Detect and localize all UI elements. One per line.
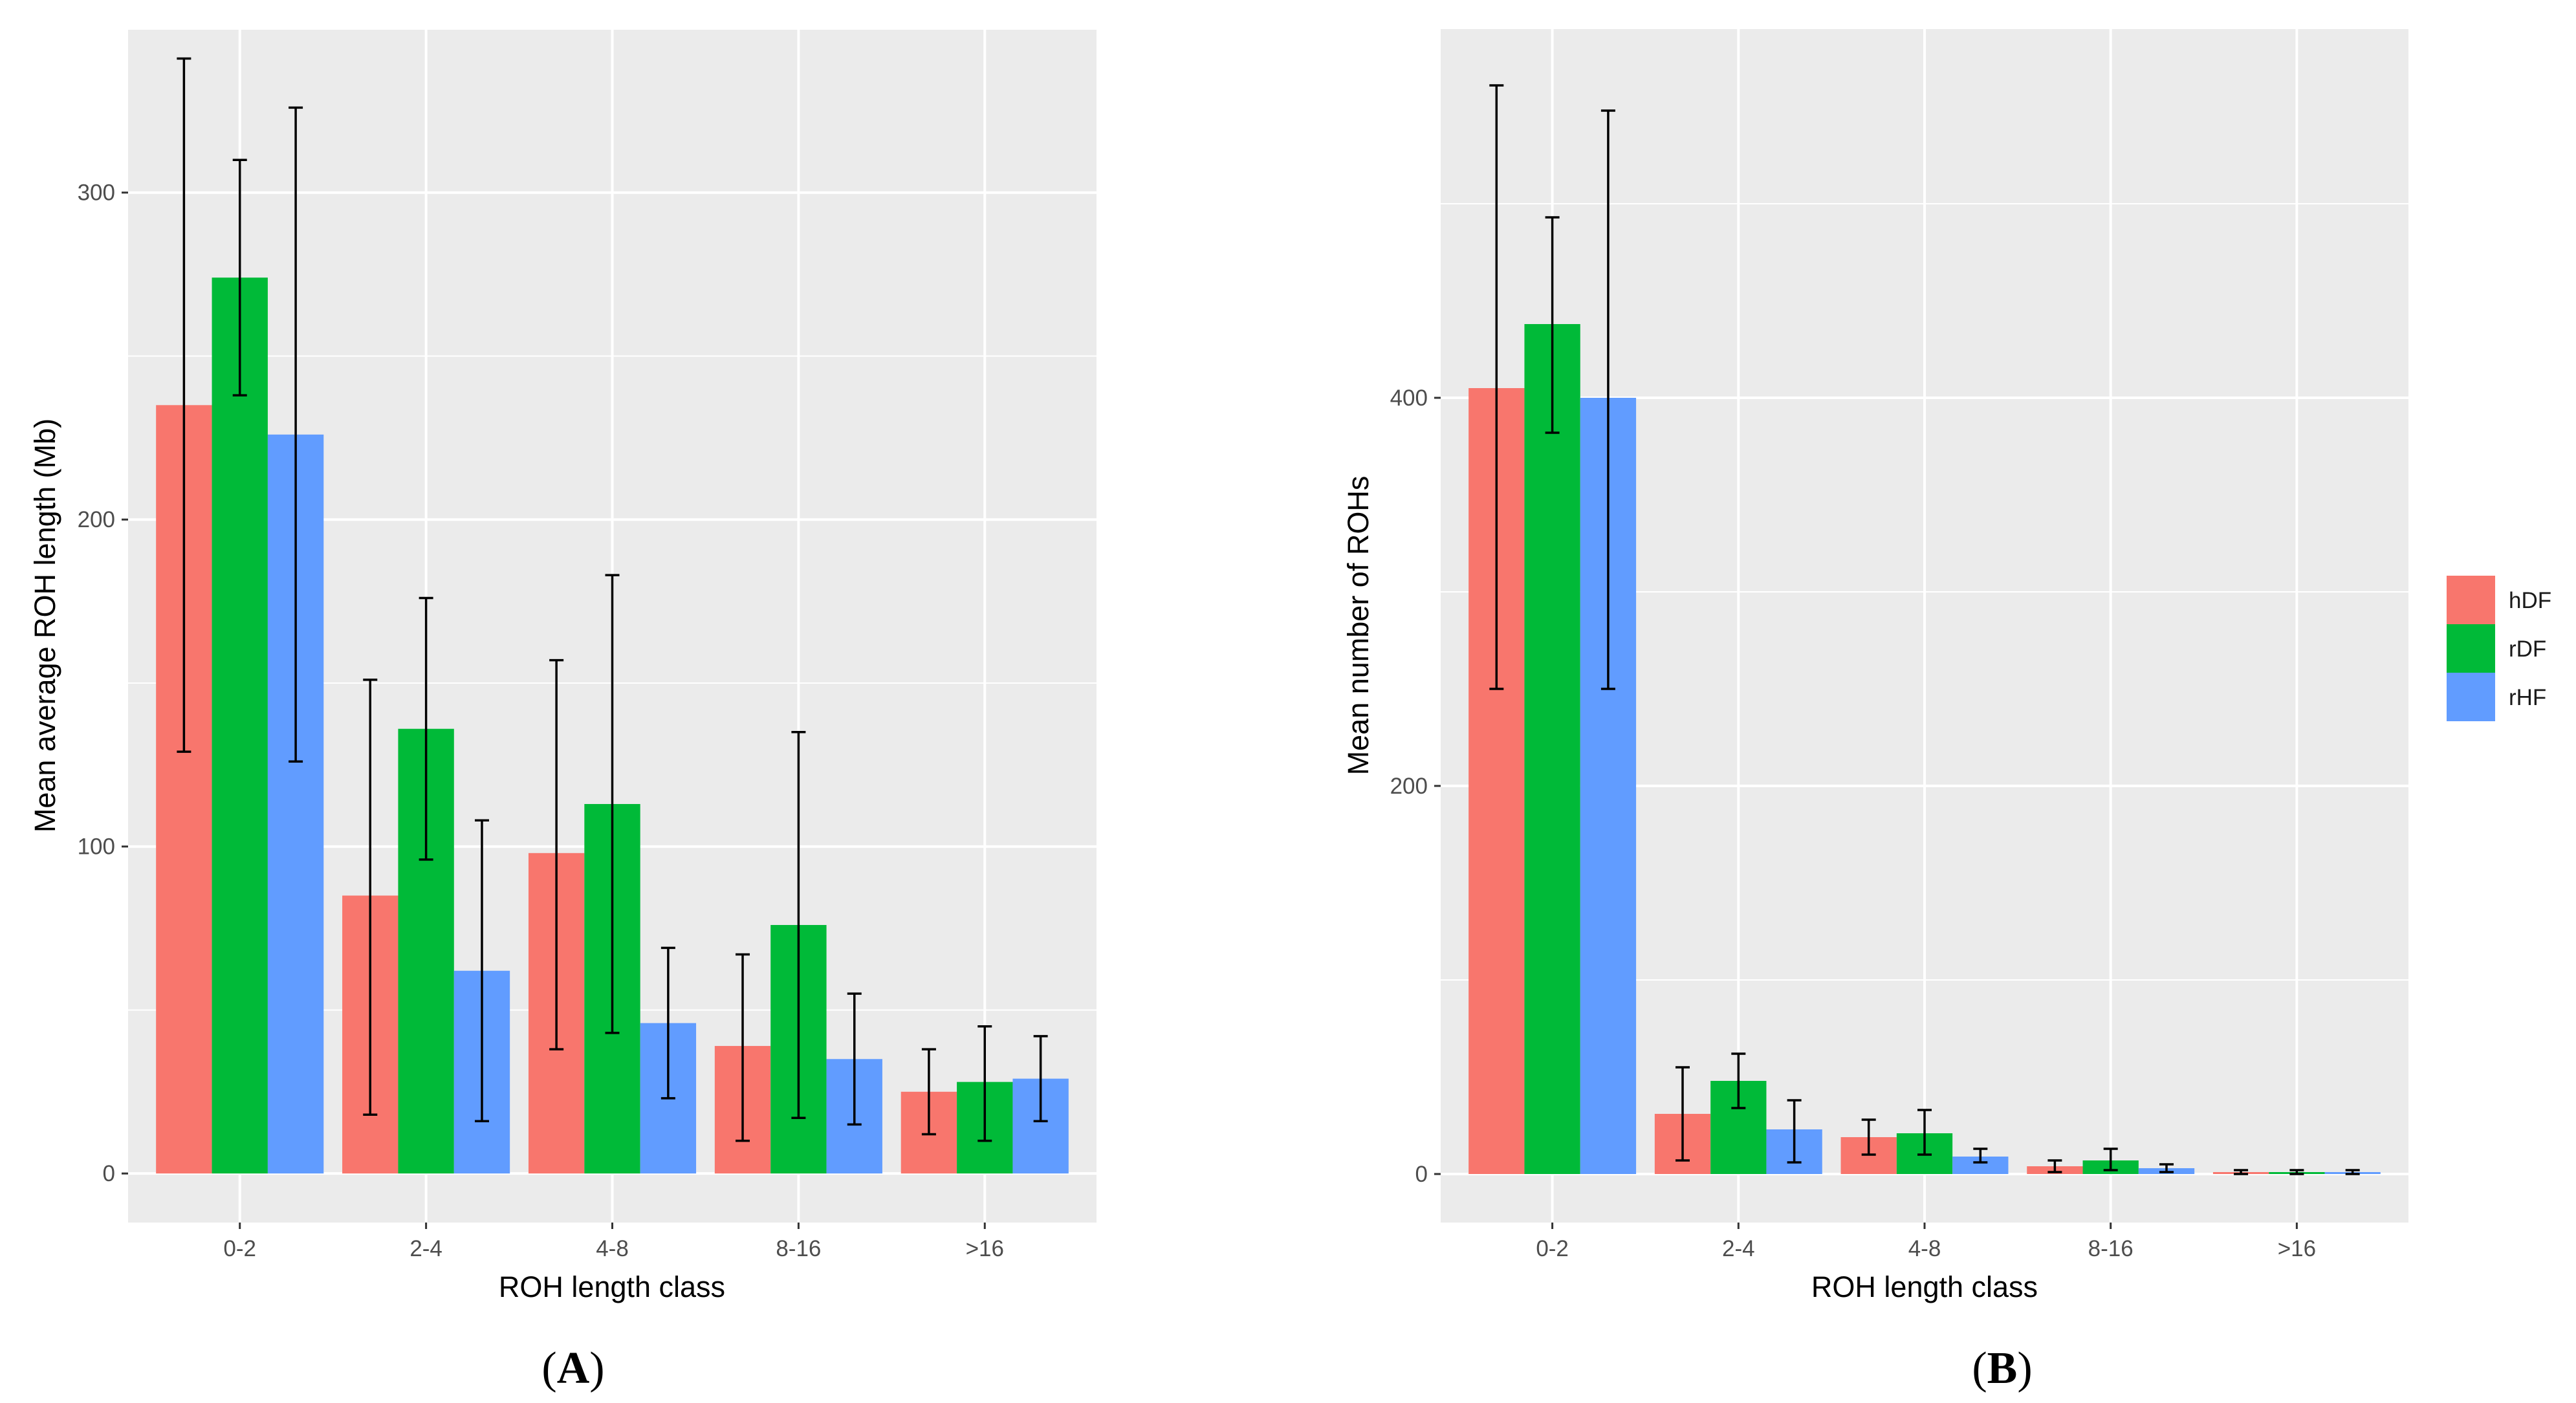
y-axis-title-b: Mean number of ROHs (1342, 476, 1375, 776)
x-tick-label-a: 4-8 (596, 1236, 629, 1261)
panel-label-b: (B) (1972, 1343, 2032, 1393)
y-axis-title-a: Mean average ROH length (Mb) (28, 419, 61, 832)
error-bar-rHF-8-16 (847, 992, 862, 1126)
error-bar-rHF->16 (1033, 1035, 1048, 1123)
error-bar-hDF-8-16 (2047, 1159, 2062, 1173)
bar-rDF-0-2 (212, 277, 268, 1174)
error-bar-rDF-0-2 (232, 158, 247, 397)
x-tick-label-a: 8-16 (776, 1236, 821, 1261)
error-bar-rHF-2-4 (474, 819, 489, 1123)
y-tick-label-a: 300 (78, 180, 115, 206)
error-bar-rDF-8-16 (2103, 1147, 2118, 1171)
panel-label-b-letter: B (1987, 1343, 2018, 1393)
panel-label-a-close: ) (589, 1343, 604, 1393)
legend-key-rDF (2447, 624, 2495, 673)
y-axis-ticks-a: 0 100 200 300 (78, 180, 128, 1186)
x-axis-ticks-a: 0-2 2-4 4-8 8-16 >16 (223, 1223, 1004, 1261)
x-tick-label-a: 2-4 (409, 1236, 442, 1261)
x-tick-label-a: >16 (966, 1236, 1004, 1261)
error-bars-a (177, 57, 1048, 1142)
y-tick-label-a: 100 (78, 834, 115, 860)
error-bar-hDF->16 (2234, 1169, 2249, 1175)
error-bar-rDF->16 (977, 1025, 992, 1142)
error-bar-hDF-2-4 (363, 679, 378, 1116)
x-tick-label-b: >16 (2278, 1236, 2316, 1261)
x-axis-title-a: ROH length class (499, 1270, 725, 1303)
error-bar-hDF-2-4 (1675, 1066, 1690, 1162)
y-tick-label-a: 0 (103, 1161, 115, 1186)
error-bar-rDF-4-8 (605, 574, 620, 1034)
error-bar-rHF-4-8 (660, 946, 675, 1100)
chart-panel-b: 0 200 400 0-2 2-4 4-8 8-16 >16 ROH length clas… (1342, 29, 2408, 1393)
bars-b (1468, 324, 2381, 1174)
chart-panel-a: 0 100 200 300 0-2 2-4 4-8 8-16 >16 ROH length c… (28, 28, 1097, 1393)
y-tick-label-b: 200 (1390, 774, 1428, 799)
y-tick-label-b: 0 (1415, 1162, 1428, 1187)
error-bar-rDF-2-4 (419, 596, 433, 861)
error-bar-rDF-0-2 (1545, 216, 1560, 434)
y-tick-label-b: 400 (1390, 386, 1428, 411)
y-axis-ticks-b: 0 200 400 (1390, 386, 1441, 1187)
legend-label-rHF: rHF (2509, 685, 2546, 710)
error-bar-rDF->16 (2289, 1169, 2304, 1175)
legend-label-rDF: rDF (2509, 636, 2546, 662)
error-bar-hDF-0-2 (177, 57, 191, 753)
error-bar-hDF->16 (921, 1048, 936, 1136)
legend: hDF rDF rHF (2447, 576, 2551, 721)
x-tick-label-b: 8-16 (2088, 1236, 2134, 1261)
error-bar-rHF-0-2 (289, 106, 303, 763)
error-bars-b (1489, 84, 2360, 1175)
panel-label-a-open: ( (541, 1343, 556, 1393)
legend-label-hDF: hDF (2509, 588, 2551, 613)
error-bar-hDF-4-8 (549, 658, 564, 1050)
error-bar-rHF->16 (2345, 1169, 2360, 1175)
panel-label-b-close: ) (2017, 1343, 2032, 1393)
legend-key-hDF (2447, 576, 2495, 624)
error-bar-rDF-8-16 (791, 731, 806, 1119)
panel-label-b-open: ( (1972, 1343, 1987, 1393)
x-tick-label-b: 2-4 (1722, 1236, 1755, 1261)
error-bar-rDF-2-4 (1731, 1052, 1746, 1109)
panel-label-a-letter: A (557, 1343, 590, 1393)
error-bar-rDF-4-8 (1917, 1109, 1932, 1156)
error-bar-hDF-4-8 (1861, 1118, 1876, 1156)
error-bar-rHF-8-16 (2159, 1163, 2174, 1173)
x-tick-label-b: 4-8 (1908, 1236, 1941, 1261)
error-bar-rHF-0-2 (1600, 109, 1615, 690)
error-bar-hDF-8-16 (736, 953, 750, 1142)
x-tick-label-a: 0-2 (223, 1236, 256, 1261)
bar-rDF-0-2 (1524, 324, 1580, 1174)
y-tick-label-a: 200 (78, 507, 115, 532)
error-bar-hDF-0-2 (1489, 84, 1504, 690)
x-axis-title-b: ROH length class (1811, 1270, 2038, 1303)
error-bar-rHF-4-8 (1973, 1147, 1988, 1164)
panel-label-a: (A) (541, 1343, 604, 1393)
legend-key-rHF (2447, 673, 2495, 721)
x-axis-ticks-b: 0-2 2-4 4-8 8-16 >16 (1536, 1223, 2316, 1261)
x-tick-label-b: 0-2 (1536, 1236, 1569, 1261)
bars-a (156, 277, 1069, 1174)
error-bar-rHF-2-4 (1787, 1099, 1802, 1164)
